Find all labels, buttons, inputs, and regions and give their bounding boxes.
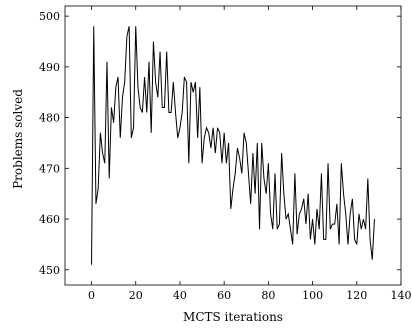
plot-area [91, 26, 375, 265]
plot-frame [64, 5, 402, 286]
y-tick-label: 450 [39, 264, 60, 277]
y-tick-label: 460 [39, 213, 60, 226]
y-tick-label: 480 [39, 112, 60, 125]
y-tick-label: 470 [39, 162, 60, 175]
x-tick-label: 100 [302, 289, 323, 302]
x-tick-label: 80 [261, 289, 275, 302]
y-axis-title: Problems solved [11, 89, 25, 189]
y-tick-label: 490 [39, 61, 60, 74]
x-tick-label: 120 [346, 289, 367, 302]
series-line-0 [91, 26, 375, 265]
x-tick-label: 140 [391, 289, 412, 302]
x-tick-label: 0 [88, 289, 95, 302]
x-tick-label: 40 [173, 289, 187, 302]
x-tick-label: 20 [129, 289, 143, 302]
x-axis-title: MCTS iterations [183, 310, 283, 324]
x-tick-label: 60 [217, 289, 231, 302]
y-tick-label: 500 [39, 10, 60, 23]
axes: 0 20 40 60 80 100 120 140 450 460 470 480 490 500 [39, 5, 412, 302]
